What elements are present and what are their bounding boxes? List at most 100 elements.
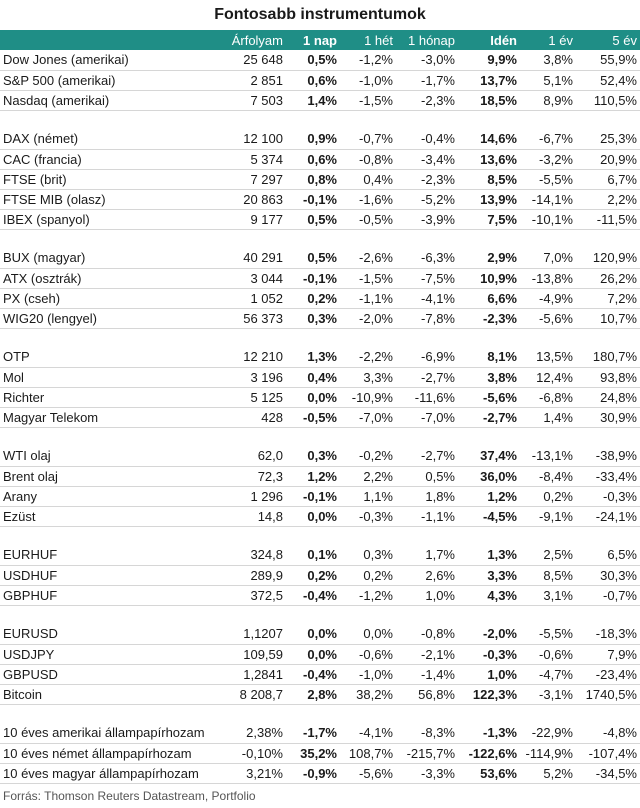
group-spacer: [0, 704, 640, 723]
change-1-year: 0,2%: [520, 486, 576, 507]
change-1-week: -7,0%: [340, 407, 396, 428]
change-1-year: 8,9%: [520, 90, 576, 111]
change-ytd: -2,7%: [458, 407, 520, 428]
instrument-name: OTP: [0, 347, 212, 368]
change-1-year: -4,7%: [520, 664, 576, 685]
table-row: FTSE MIB (olasz) 20 863 -0,1% -1,6% -5,2% 13,…: [0, 189, 640, 210]
price: 25 648: [212, 50, 286, 71]
change-5-year: 55,9%: [576, 50, 640, 71]
group-spacer: [0, 110, 640, 129]
change-1-year: -8,4%: [520, 466, 576, 487]
change-1-week: 38,2%: [340, 684, 396, 705]
change-ytd: 36,0%: [458, 466, 520, 487]
change-1-month: -7,5%: [396, 268, 458, 289]
change-1-week: -0,8%: [340, 149, 396, 170]
header-5-year: 5 év: [612, 32, 637, 48]
change-5-year: -34,5%: [576, 763, 640, 784]
table-row: USDJPY 109,59 0,0% -0,6% -2,1% -0,3% -0,6% 7,9%: [0, 644, 640, 665]
change-1-month: -1,1%: [396, 506, 458, 527]
change-5-year: -0,7%: [576, 585, 640, 606]
change-ytd: -2,3%: [458, 308, 520, 329]
change-1-week: -1,5%: [340, 268, 396, 289]
change-1-day: 0,4%: [286, 367, 340, 388]
change-1-week: -5,6%: [340, 763, 396, 784]
header-instrument: [0, 30, 212, 50]
price: 2,38%: [212, 723, 286, 744]
change-1-year: 8,5%: [520, 565, 576, 586]
change-5-year: 30,9%: [576, 407, 640, 428]
change-1-day: 0,6%: [286, 70, 340, 91]
change-1-month: -11,6%: [396, 387, 458, 408]
change-1-week: -2,6%: [340, 248, 396, 269]
instrument-name: BUX (magyar): [0, 248, 212, 269]
change-1-year: -6,7%: [520, 129, 576, 150]
change-1-day: 0,0%: [286, 644, 340, 665]
group-spacer: [0, 229, 640, 248]
table-row: WIG20 (lengyel) 56 373 0,3% -2,0% -7,8% -2,3%…: [0, 308, 640, 329]
change-1-month: -215,7%: [396, 743, 458, 764]
table-row: PX (cseh) 1 052 0,2% -1,1% -4,1% 6,6% -4,9% 7,2…: [0, 288, 640, 309]
price: 72,3: [212, 466, 286, 487]
change-5-year: 6,5%: [576, 545, 640, 566]
change-1-month: -2,7%: [396, 446, 458, 467]
change-1-day: 35,2%: [286, 743, 340, 764]
change-1-week: 3,3%: [340, 367, 396, 388]
change-1-month: -0,8%: [396, 624, 458, 645]
change-5-year: -38,9%: [576, 446, 640, 467]
change-1-month: -3,4%: [396, 149, 458, 170]
change-ytd: 37,4%: [458, 446, 520, 467]
header-row: Árfolyam 1 nap 1 hét 1 hónap Idén 1 év 5…: [0, 30, 640, 50]
instrument-name: EURHUF: [0, 545, 212, 566]
change-5-year: 2,2%: [576, 189, 640, 210]
change-ytd: -4,5%: [458, 506, 520, 527]
change-5-year: 180,7%: [576, 347, 640, 368]
table-row: IBEX (spanyol) 9 177 0,5% -0,5% -3,9% 7,5% -10…: [0, 209, 640, 230]
change-1-day: 0,5%: [286, 248, 340, 269]
header-1-week: 1 hét: [364, 32, 393, 48]
price: 7 297: [212, 169, 286, 190]
change-ytd: 13,7%: [458, 70, 520, 91]
change-1-year: -4,9%: [520, 288, 576, 309]
change-1-year: -10,1%: [520, 209, 576, 230]
price: 428: [212, 407, 286, 428]
table-row: Bitcoin 8 208,7 2,8% 38,2% 56,8% 122,3% -3,1% 1…: [0, 684, 640, 705]
table-row: CAC (francia) 5 374 0,6% -0,8% -3,4% 13,6% -3,…: [0, 149, 640, 170]
header-1-month: 1 hónap: [408, 32, 455, 48]
price: 109,59: [212, 644, 286, 665]
instrument-name: FTSE MIB (olasz): [0, 189, 212, 210]
change-1-week: -10,9%: [340, 387, 396, 408]
table-row: GBPUSD 1,2841 -0,4% -1,0% -1,4% 1,0% -4,7% -23,…: [0, 664, 640, 685]
change-1-week: 0,2%: [340, 565, 396, 586]
change-5-year: 20,9%: [576, 149, 640, 170]
price: 2 851: [212, 70, 286, 91]
change-1-month: 1,0%: [396, 585, 458, 606]
table-row: Richter 5 125 0,0% -10,9% -11,6% -5,6% -6,8% 24…: [0, 387, 640, 408]
change-1-month: -3,3%: [396, 763, 458, 784]
change-1-week: -1,6%: [340, 189, 396, 210]
table-row: 10 éves amerikai állampapírhozam 2,38% -1,…: [0, 723, 640, 744]
change-1-year: 5,1%: [520, 70, 576, 91]
change-5-year: 120,9%: [576, 248, 640, 269]
change-ytd: 2,9%: [458, 248, 520, 269]
change-1-month: -2,3%: [396, 169, 458, 190]
table-body: Dow Jones (amerikai) 25 648 0,5% -1,2% -3,0%…: [0, 50, 640, 784]
change-ytd: 53,6%: [458, 763, 520, 784]
change-1-week: 0,3%: [340, 545, 396, 566]
change-1-day: -0,1%: [286, 486, 340, 507]
table-row: 10 éves német állampapírhozam -0,10% 35,2%…: [0, 743, 640, 764]
change-1-month: -1,7%: [396, 70, 458, 91]
change-1-year: 2,5%: [520, 545, 576, 566]
change-5-year: -33,4%: [576, 466, 640, 487]
table-row: Mol 3 196 0,4% 3,3% -2,7% 3,8% 12,4% 93,8%: [0, 367, 640, 388]
change-1-day: 0,1%: [286, 545, 340, 566]
table-row: OTP 12 210 1,3% -2,2% -6,9% 8,1% 13,5% 180,7%: [0, 347, 640, 368]
group-spacer: [0, 605, 640, 624]
change-1-week: -0,3%: [340, 506, 396, 527]
price: 3,21%: [212, 763, 286, 784]
change-ytd: 3,8%: [458, 367, 520, 388]
change-1-week: -2,2%: [340, 347, 396, 368]
table-row: USDHUF 289,9 0,2% 0,2% 2,6% 3,3% 8,5% 30,3%: [0, 565, 640, 586]
header-price: Árfolyam: [231, 32, 283, 48]
spacer-cell: [0, 110, 640, 129]
change-1-day: -0,1%: [286, 268, 340, 289]
